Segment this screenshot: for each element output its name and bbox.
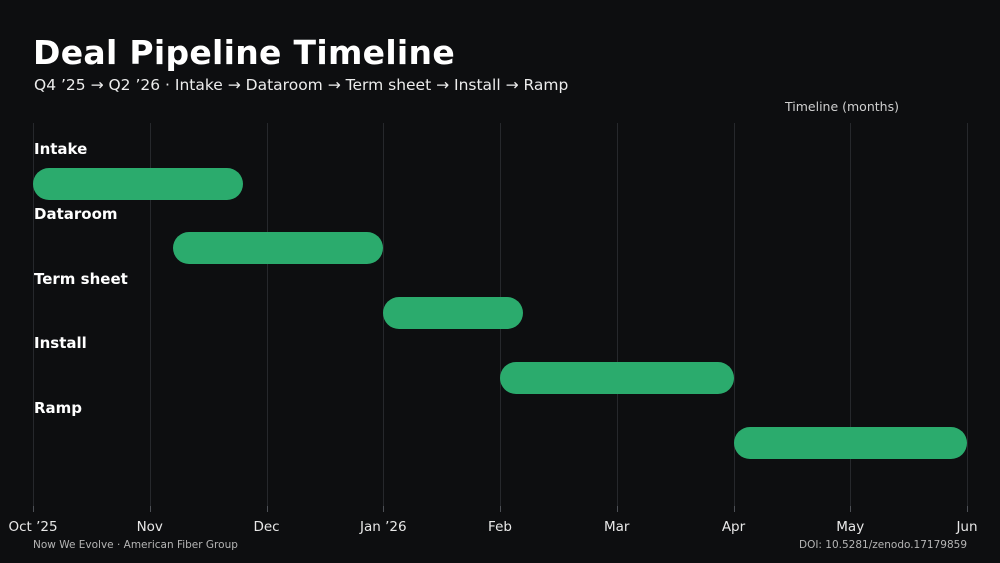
x-tick-label: Jun: [956, 519, 978, 535]
x-tick-label: Jan ’26: [359, 519, 407, 535]
month-gridline: [149, 123, 151, 506]
x-tick-label: Dec: [253, 519, 280, 535]
x-tick-label: May: [836, 519, 865, 535]
task-bar: [173, 232, 384, 265]
x-tick-label: Feb: [488, 519, 512, 535]
axis-tick: [149, 506, 151, 512]
task-label: Install: [34, 334, 87, 353]
footer-doi: DOI: 10.5281/zenodo.17179859: [798, 539, 967, 551]
axis-tick: [33, 506, 34, 512]
x-tick-label: Apr: [721, 519, 746, 535]
x-tick-label: Oct ’25: [8, 519, 58, 535]
task-label: Ramp: [34, 399, 83, 417]
axis-tick: [850, 506, 852, 512]
axis-tick: [383, 506, 385, 512]
month-gridline: [850, 123, 852, 506]
task-bar: [500, 361, 734, 394]
axis-tick: [500, 506, 501, 512]
x-axis-title: Timeline (months): [785, 99, 899, 114]
axis-tick: [967, 506, 968, 512]
axis-tick: [733, 506, 735, 512]
month-gridline: [33, 123, 34, 506]
task-label: Term sheet: [34, 269, 128, 288]
chart-title: Deal Pipeline Timeline: [33, 33, 456, 72]
footer-attribution: Now We Evolve · American Fiber Group: [33, 539, 238, 551]
axis-tick: [266, 506, 268, 512]
task-label: Intake: [34, 140, 88, 158]
x-tick-label: Nov: [136, 519, 163, 535]
month-gridline: [967, 123, 968, 506]
month-gridline: [266, 123, 268, 506]
task-bar: [733, 426, 967, 459]
x-tick-label: Mar: [604, 519, 630, 535]
task-bar: [383, 297, 524, 329]
axis-tick: [616, 506, 618, 512]
task-label: Dataroom: [34, 204, 118, 223]
task-bar: [33, 167, 244, 200]
month-gridline: [733, 123, 735, 506]
month-gridline: [616, 123, 618, 506]
chart-subtitle: Q4 ’25 → Q2 ’26 · Intake → Dataroom → Te…: [34, 76, 569, 94]
